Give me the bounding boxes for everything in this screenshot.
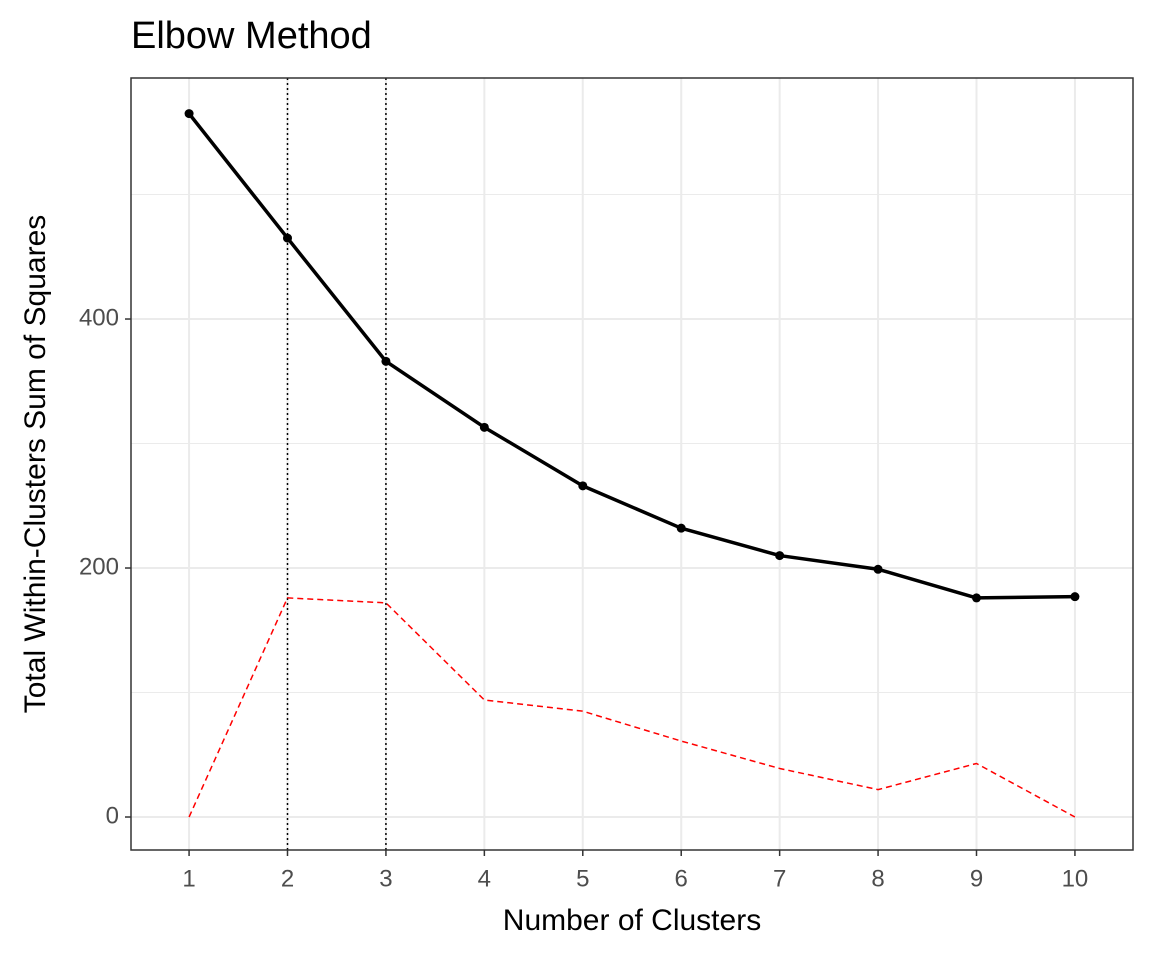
point — [971, 593, 981, 603]
x-tick-label: 9 — [970, 865, 983, 892]
point — [184, 109, 194, 119]
x-tick-label: 10 — [1062, 865, 1089, 892]
point — [775, 551, 785, 561]
y-axis-title: Total Within-Clusters Sum of Squares — [19, 215, 52, 714]
x-axis-title: Number of Clusters — [503, 904, 761, 937]
point — [676, 523, 686, 533]
x-tick-label: 3 — [379, 865, 392, 892]
y-tick-label: 200 — [79, 553, 119, 580]
series-line — [187, 112, 1075, 600]
series-line — [188, 597, 1076, 818]
point — [1070, 592, 1080, 602]
chart-title: Elbow Method — [131, 15, 372, 57]
x-tick-label: 4 — [478, 865, 491, 892]
point — [381, 356, 391, 366]
y-tick-label: 400 — [79, 304, 119, 331]
point — [578, 481, 588, 491]
y-tick-label: 0 — [106, 802, 119, 829]
point — [873, 564, 883, 574]
x-tick-label: 1 — [182, 865, 195, 892]
point — [479, 422, 489, 432]
x-tick-label: 7 — [773, 865, 786, 892]
x-tick-label: 8 — [871, 865, 884, 892]
x-tick-label: 5 — [576, 865, 589, 892]
point — [283, 233, 293, 243]
x-tick-label: 2 — [281, 865, 294, 892]
x-tick-label: 6 — [675, 865, 688, 892]
plot-border — [130, 77, 1134, 851]
